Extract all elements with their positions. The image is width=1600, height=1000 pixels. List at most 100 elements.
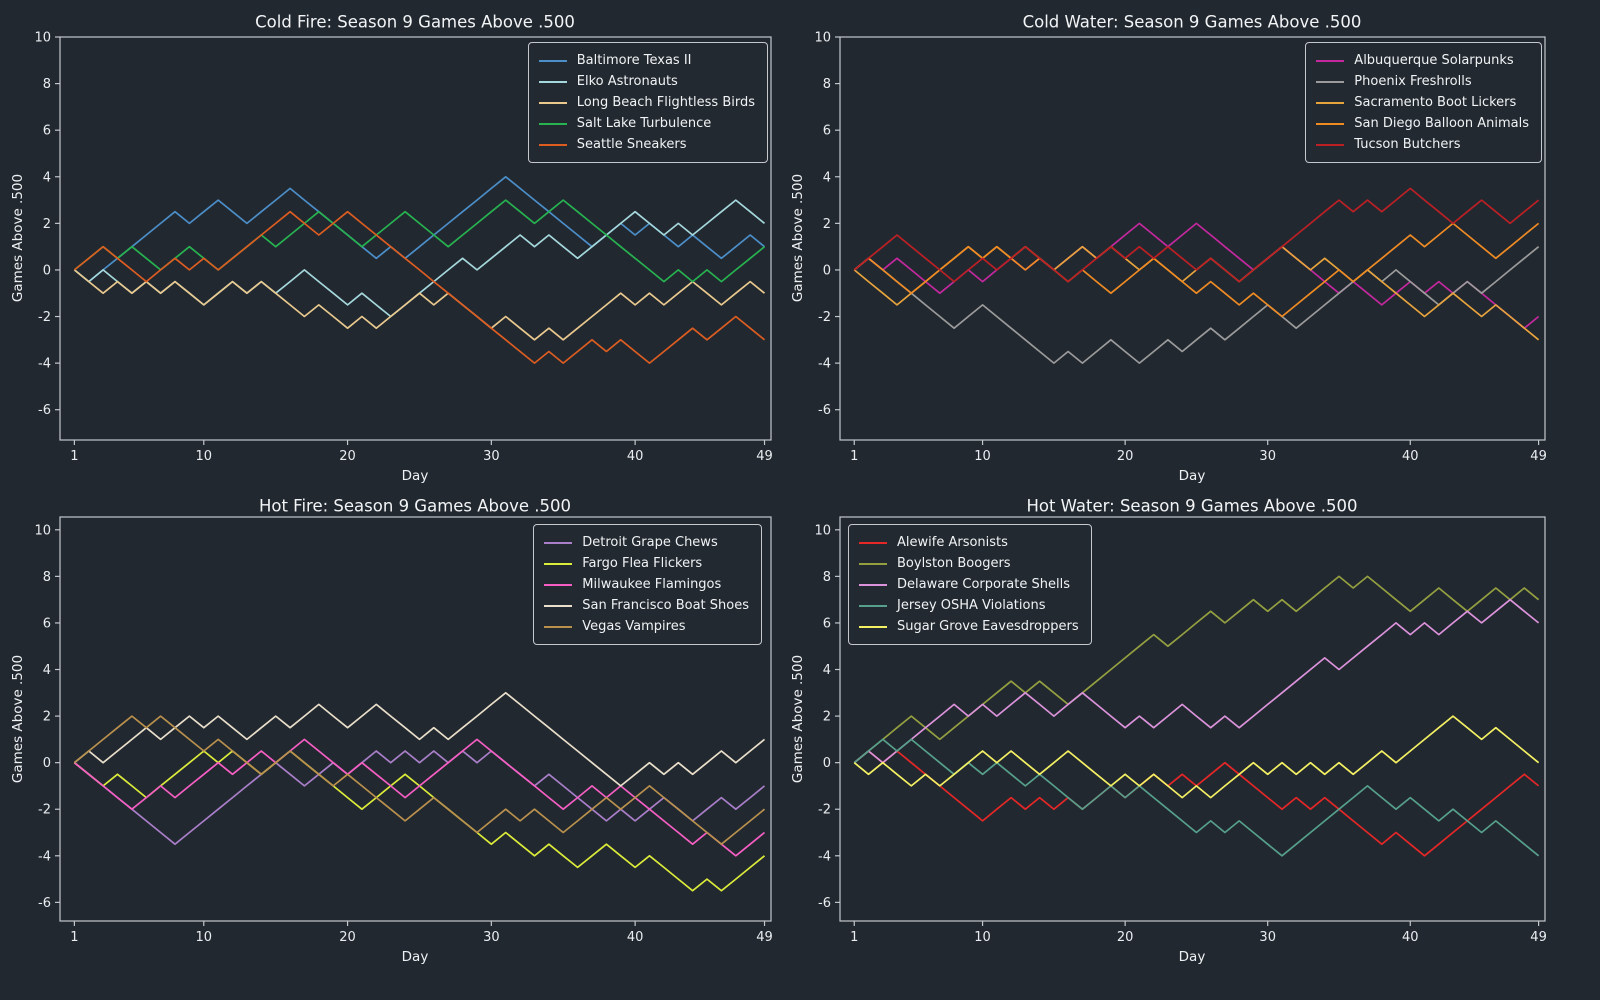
- legend-item-label: Boylston Boogers: [897, 556, 1011, 571]
- legend-swatch-line: [859, 583, 887, 586]
- legend-item-label: Tucson Butchers: [1354, 137, 1461, 152]
- legend-item-label: Fargo Flea Flickers: [582, 556, 703, 571]
- series-line-seattle-sneakers: [73, 210, 766, 364]
- legend-item-label: Alewife Arsonists: [897, 535, 1008, 550]
- legend-item-label: Salt Lake Turbulence: [576, 116, 712, 131]
- y-tick-label: 6: [43, 124, 51, 139]
- y-tick-label: -2: [38, 310, 51, 325]
- legend-item-label: Seattle Sneakers: [576, 137, 687, 152]
- series-line-sugar-grove-eavesdroppers: [853, 715, 1540, 799]
- series-line-alewife-arsonists: [853, 750, 1540, 857]
- x-tick-label: 1: [850, 930, 858, 945]
- legend-item-label: San Francisco Boat Shoes: [582, 598, 749, 613]
- y-tick-label: 6: [823, 616, 831, 631]
- series-line-salt-lake-turbulence: [73, 199, 766, 283]
- legend-item: Baltimore Texas II: [538, 50, 755, 71]
- legend-swatch-line: [859, 541, 887, 544]
- y-tick-label: 10: [814, 523, 831, 538]
- chart-title-cold-water: Cold Water: Season 9 Games Above .500: [1022, 12, 1362, 32]
- x-tick-label: 30: [1259, 449, 1276, 464]
- x-axis-label-hot-water: Day: [1178, 949, 1206, 965]
- x-axis-label-cold-water: Day: [1178, 468, 1206, 484]
- legend-item-label: Baltimore Texas II: [576, 53, 692, 68]
- legend-item: Tucson Butchers: [1316, 134, 1529, 155]
- y-tick-label: -4: [818, 357, 831, 372]
- y-tick-label: 2: [823, 217, 831, 232]
- y-tick-label: 4: [823, 663, 831, 678]
- legend-swatch-line: [538, 101, 567, 104]
- y-tick-label: -2: [818, 310, 831, 325]
- x-tick-label: 20: [1117, 449, 1134, 464]
- legend-swatch-line: [538, 122, 567, 125]
- y-tick-label: -6: [38, 403, 51, 418]
- legend-swatch-line: [544, 583, 573, 586]
- y-tick-label: 4: [43, 170, 51, 185]
- y-tick-label: 2: [43, 710, 51, 725]
- x-tick-label: 30: [1259, 930, 1276, 945]
- legend-swatch-line: [1316, 59, 1345, 62]
- x-tick-label: 40: [1402, 930, 1419, 945]
- legend-swatch-line: [1316, 80, 1345, 83]
- series-line-elko-astronauts: [73, 199, 766, 318]
- x-tick-label: 20: [339, 930, 356, 945]
- x-tick-label: 10: [196, 449, 213, 464]
- y-tick-label: 8: [43, 570, 51, 585]
- axes-frame: [839, 36, 1546, 441]
- y-tick-label: -6: [38, 896, 51, 911]
- x-axis-label-hot-fire: Day: [401, 949, 429, 965]
- series-line-san-francisco-boat-shoes: [73, 691, 766, 787]
- chart-title-hot-water: Hot Water: Season 9 Games Above .500: [1026, 496, 1358, 516]
- y-tick-label: 2: [43, 217, 51, 232]
- y-tick-label: 6: [823, 124, 831, 139]
- legend-item-label: Elko Astronauts: [576, 74, 678, 89]
- legend-item: Fargo Flea Flickers: [544, 553, 749, 574]
- y-tick-label: 8: [823, 77, 831, 92]
- x-tick-label: 20: [1117, 930, 1134, 945]
- legend-item-label: Sacramento Boot Lickers: [1354, 95, 1517, 110]
- x-tick-label: 40: [1402, 449, 1419, 464]
- y-tick-label: 4: [823, 170, 831, 185]
- legend-item: Boylston Boogers: [859, 553, 1079, 574]
- x-tick-label: 30: [483, 449, 500, 464]
- legend-item: Detroit Grape Chews: [544, 532, 749, 553]
- y-tick-label: 8: [823, 570, 831, 585]
- legend-item-label: Vegas Vampires: [582, 619, 686, 634]
- y-tick-label: 0: [43, 756, 51, 771]
- y-tick-label: -6: [818, 896, 831, 911]
- legend-item-label: Delaware Corporate Shells: [897, 577, 1070, 592]
- legend-item: Delaware Corporate Shells: [859, 574, 1079, 595]
- axes-frame: [839, 516, 1546, 922]
- legend-item-label: Detroit Grape Chews: [582, 535, 718, 550]
- legend-swatch-line: [859, 562, 887, 565]
- legend-swatch-line: [1316, 101, 1345, 104]
- x-tick-label: 49: [1530, 930, 1547, 945]
- legend-swatch-line: [859, 625, 887, 628]
- x-tick-label: 49: [756, 930, 773, 945]
- legend-item: Elko Astronauts: [538, 71, 755, 92]
- legend-item: Sacramento Boot Lickers: [1316, 92, 1529, 113]
- legend-swatch-line: [544, 562, 573, 565]
- legend-swatch-line: [538, 59, 567, 62]
- x-tick-label: 1: [70, 930, 78, 945]
- chart-title-hot-fire: Hot Fire: Season 9 Games Above .500: [258, 496, 572, 516]
- x-tick-label: 10: [974, 930, 991, 945]
- series-line-san-diego-balloon-animals: [853, 222, 1540, 318]
- y-tick-label: -2: [38, 803, 51, 818]
- legend-item: Salt Lake Turbulence: [538, 113, 755, 134]
- y-tick-label: -4: [818, 849, 831, 864]
- series-line-baltimore-texas-ii: [73, 175, 766, 283]
- series-line-jersey-osha-violations: [853, 738, 1540, 857]
- y-tick-label: 10: [34, 523, 51, 538]
- series-line-detroit-grape-chews: [73, 750, 766, 846]
- legend-item: San Diego Balloon Animals: [1316, 113, 1529, 134]
- legend-item-label: Milwaukee Flamingos: [582, 577, 722, 592]
- x-tick-label: 40: [627, 449, 644, 464]
- series-line-tucson-butchers: [853, 187, 1540, 283]
- legend-swatch-line: [538, 80, 567, 83]
- x-tick-label: 49: [756, 449, 773, 464]
- legend-item-label: Jersey OSHA Violations: [897, 598, 1046, 613]
- series-line-vegas-vampires: [73, 715, 766, 846]
- axes-frame: [59, 516, 772, 922]
- x-tick-label: 10: [196, 930, 213, 945]
